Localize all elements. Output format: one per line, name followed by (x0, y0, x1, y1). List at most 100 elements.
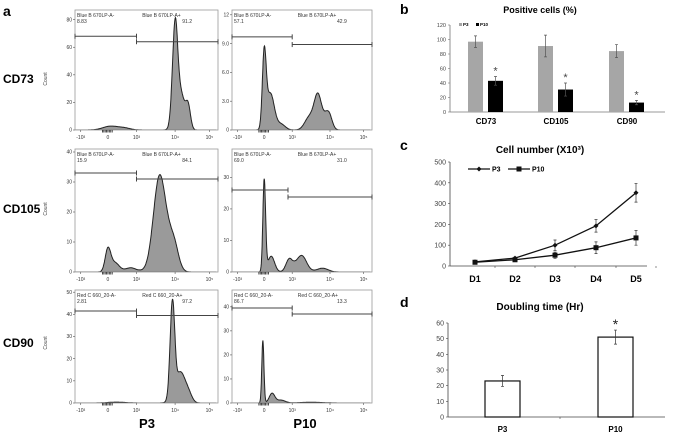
error-bar (614, 329, 617, 345)
square-marker (516, 166, 522, 172)
positive-gate-percent: 13.3 (337, 299, 347, 305)
histogram-curve (232, 44, 371, 130)
negative-gate-percent: 2.81 (77, 299, 87, 305)
y-tick-label: 200 (434, 222, 446, 229)
negative-gate-percent: 69.0 (234, 158, 244, 164)
x-tick-label: 10³ (289, 408, 297, 414)
x-tick-label: P10 (608, 425, 623, 434)
positive-gate-label: Blue B 670LP-A+ (142, 152, 181, 158)
bar-p10-cd105 (558, 89, 573, 112)
histogram-curve (232, 178, 371, 272)
significance-star: * (563, 72, 568, 84)
x-tick-label: -10³ (233, 277, 242, 283)
y-axis-label: Count (43, 336, 49, 350)
y-tick-label: 20 (440, 96, 446, 102)
x-tick-label: 10³ (133, 277, 141, 283)
y-tick-label: 30 (223, 329, 229, 335)
error-bar (615, 44, 618, 58)
histogram-cd105-p10: 0 10 20 30 -10³ 0 10³ 10⁴ 10⁵ Blue B 670LP-A-69.0… (223, 148, 373, 283)
histogram-cd105-p3: 0 10 20 30 40 -10³ 0 10³ 10⁴ 10⁵ Blue B 670LP-A-15… (66, 148, 219, 283)
y-tick-label: 40 (66, 73, 72, 79)
x-tick-label: 10⁴ (171, 277, 179, 283)
negative-gate-percent: 8.83 (77, 19, 87, 25)
negative-gate-percent: 57.1 (234, 19, 244, 25)
panel-letter-d: d (400, 294, 409, 310)
x-tick-label: CD105 (544, 117, 569, 126)
x-tick-label: 10⁴ (326, 408, 334, 414)
y-tick-label: 300 (434, 201, 446, 208)
diamond-marker (476, 166, 482, 172)
y-tick-label: 20 (436, 383, 444, 390)
histogram-cd90-p10: 0 10 20 30 40 -10³ 0 10³ 10⁴ 10⁵ Red C 660_20-A-86… (223, 289, 373, 414)
y-tick-label: 60 (436, 321, 444, 328)
x-tick-label: 0 (106, 135, 109, 141)
y-tick-label: 0 (442, 264, 446, 271)
error-bar (501, 375, 504, 387)
y-tick-label: 10 (436, 399, 444, 406)
histogram-cd73-p10: 0 3.0 6.0 9.0 12 -10³ 0 10³ 10⁴ 10⁵ Blue B 670LP-A… (222, 9, 373, 141)
panel-letter-c: c (400, 137, 408, 153)
panel-letter-a: a (3, 3, 11, 19)
bar-p10-cd73 (488, 80, 503, 112)
y-tick-label: 12 (223, 13, 229, 19)
diamond-marker (593, 223, 599, 229)
y-tick-label: 0 (443, 110, 446, 116)
x-tick-label: 0 (263, 408, 266, 414)
positive-gate-label: Blue B 670LP-A+ (298, 13, 337, 19)
x-tick-label: 10⁵ (206, 277, 214, 283)
plot-frame (231, 148, 373, 273)
histogram-cd73-p3: 0 20 40 60 80 -10³ 0 10³ 10⁴ 10⁵ Blue B 670LP-A-8.… (66, 9, 219, 141)
y-tick-label: 40 (66, 150, 72, 156)
y-axis-label: Count (43, 72, 49, 86)
y-tick-label: 20 (66, 210, 72, 216)
x-tick-label: CD73 (476, 117, 497, 126)
chart-title: Doubling time (Hr) (496, 302, 583, 313)
series-line (474, 192, 637, 263)
bar-p3-cd73 (468, 41, 483, 112)
y-tick-label: 20 (223, 353, 229, 359)
x-tick-label: 10³ (133, 408, 141, 414)
y-tick-label: 20 (223, 207, 229, 213)
significance-star: * (493, 65, 498, 77)
panel-letter-b: b (400, 1, 409, 17)
x-tick-label: 10³ (289, 277, 297, 283)
y-tick-label: 40 (223, 305, 229, 311)
x-tick-label: D2 (509, 274, 521, 284)
plot-frame (74, 289, 219, 404)
plot-frame (231, 9, 373, 131)
y-tick-label: 40 (440, 81, 446, 87)
plot-frame (74, 9, 219, 131)
x-tick-label: 10³ (289, 135, 297, 141)
error-bar (494, 76, 497, 86)
negative-gate-label: Blue B 670LP-A- (77, 152, 115, 158)
column-label-p3: P3 (139, 416, 155, 431)
x-tick-label: D5 (630, 274, 642, 284)
histogram-curve (75, 174, 217, 272)
legend-label: P3 (492, 167, 501, 174)
plot-frame (74, 148, 219, 273)
positive-gate-percent: 42.9 (337, 19, 347, 25)
x-tick-label: P3 (498, 425, 508, 434)
negative-gate-label: Red C 660_20-A- (77, 293, 116, 299)
y-tick-label: 20 (66, 356, 72, 362)
y-tick-label: 30 (66, 334, 72, 340)
plot-frame (231, 289, 373, 404)
legend-swatch-p10 (476, 23, 479, 26)
x-tick-label: 0 (106, 277, 109, 283)
y-tick-label: 50 (66, 290, 72, 296)
y-tick-label: 30 (223, 175, 229, 181)
row-label-cd105: CD105 (3, 202, 41, 216)
x-tick-label: 10⁴ (171, 408, 179, 414)
error-bar (635, 100, 638, 106)
y-tick-label: 400 (434, 180, 446, 187)
x-tick-label: 10⁵ (206, 408, 214, 414)
y-tick-label: 10 (66, 379, 72, 385)
x-tick-label: -10³ (76, 277, 85, 283)
y-tick-label: 60 (440, 67, 446, 73)
y-tick-label: 6.0 (222, 70, 229, 76)
bar-p3 (484, 380, 521, 418)
bar-p3-cd105 (538, 46, 553, 112)
x-tick-label: 10⁵ (206, 135, 214, 141)
x-tick-label: -10³ (233, 408, 242, 414)
y-axis-label: Count (43, 202, 49, 216)
